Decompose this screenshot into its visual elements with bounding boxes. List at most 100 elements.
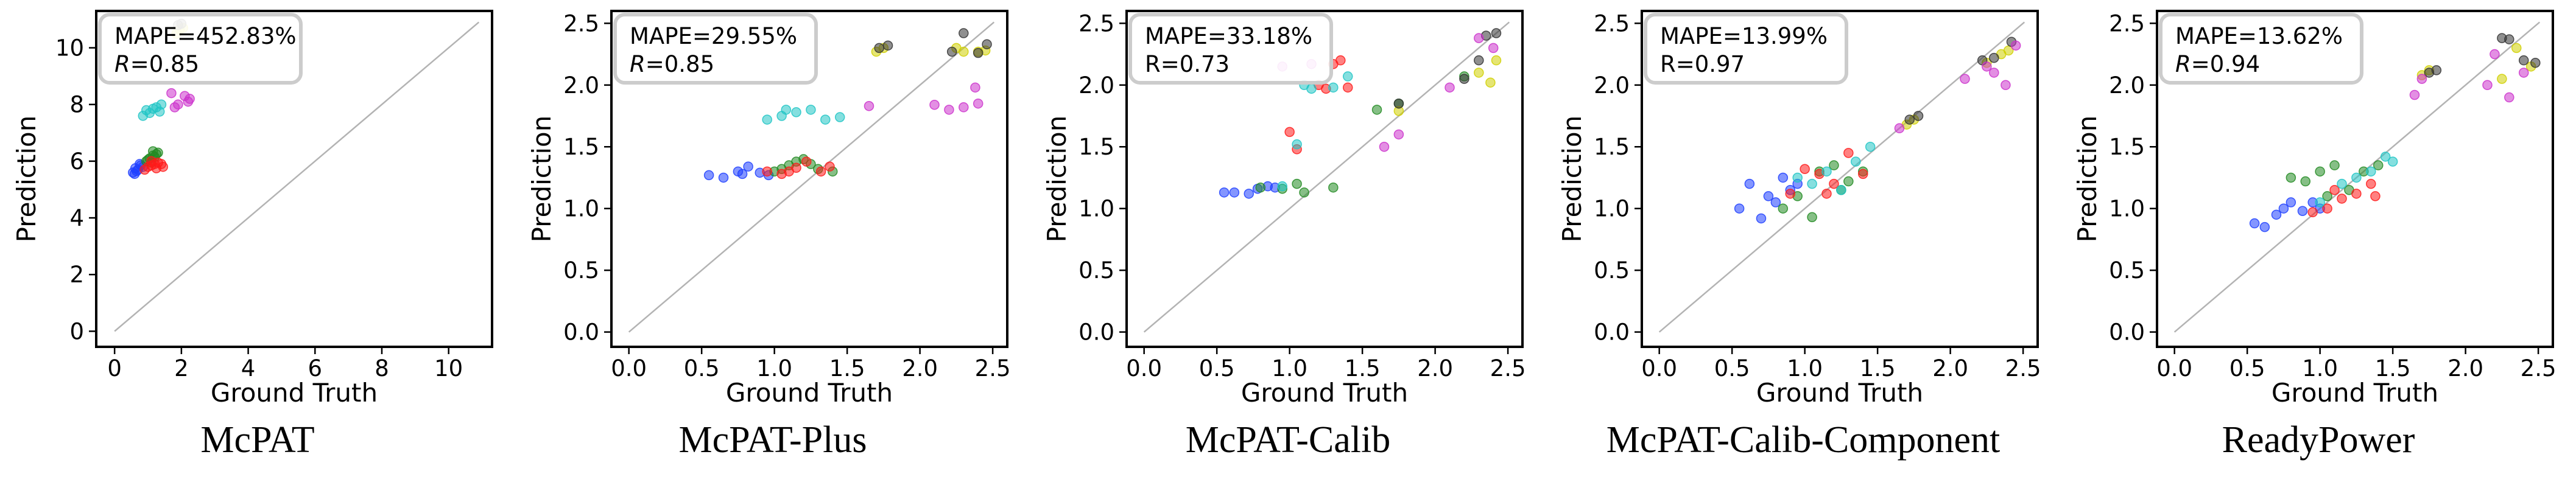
data-point: [2337, 178, 2347, 189]
x-tick-label: 0.0: [1641, 355, 1677, 382]
scatter-plot: 0.0 0.5 1.0 1.5 2.0 2.5 0.0 0.5 1.0 1.5 2.0 2.5 Grou…: [1557, 10, 2041, 408]
data-point: [1474, 55, 1484, 66]
data-point: [185, 94, 195, 104]
data-point: [1292, 139, 1302, 150]
data-point: [1807, 178, 1817, 189]
y-tick-label: 1.0: [1079, 196, 1114, 222]
y-tick-label: 2: [69, 262, 84, 288]
y-axis-label: Prediction: [1042, 116, 1072, 243]
data-point: [929, 99, 940, 110]
x-axis-label: Ground Truth: [726, 378, 893, 408]
x-tick-label: 2.5: [1490, 355, 1526, 382]
data-point: [1219, 187, 1230, 198]
panel-mcpat: 0 2 4 6 8 10 0 2 4 6 8 10 Ground Truth Prediction MAPE…: [0, 0, 515, 488]
data-point: [1393, 98, 1404, 109]
data-point: [1865, 141, 1876, 152]
data-point: [864, 101, 875, 111]
data-point: [1336, 55, 1346, 66]
data-point: [1244, 189, 1254, 199]
data-point: [2497, 74, 2507, 84]
data-point: [2351, 189, 2362, 199]
panel-mcpat-calib: 0.0 0.5 1.0 1.5 2.0 2.5 0.0 0.5 1.0 1.5 2.0 2.5 Grou…: [1030, 0, 1546, 488]
scatter-plot: 0 2 4 6 8 10 0 2 4 6 8 10 Ground Truth Prediction MAPE…: [12, 10, 493, 408]
x-tick-label: 0.5: [2229, 355, 2265, 382]
data-point: [815, 166, 826, 177]
subtitle: ReadyPower: [2222, 419, 2415, 461]
data-point: [1821, 166, 1832, 177]
r-label: R=0.85: [630, 51, 714, 77]
data-point: [703, 170, 714, 181]
data-point: [762, 114, 772, 125]
y-tick-label: 2.5: [1594, 10, 1630, 37]
data-point: [2530, 57, 2541, 68]
reference-line: [628, 21, 995, 333]
data-point: [1800, 164, 1810, 175]
data-point: [820, 114, 831, 125]
y-tick-label: 1.0: [563, 196, 599, 222]
data-point: [2490, 49, 2500, 60]
y-tick-label: 1.0: [1594, 196, 1630, 222]
x-tick-label: 0.5: [684, 355, 720, 382]
y-tick-label: 6: [69, 148, 84, 175]
data-point: [2297, 206, 2308, 217]
data-point: [2366, 166, 2376, 177]
data-point: [1744, 178, 1755, 189]
x-tick-label: 1.0: [1787, 355, 1823, 382]
data-point: [801, 156, 812, 167]
x-tick-label: 1.0: [2302, 355, 2338, 382]
panel-readypower: 0.0 0.5 1.0 1.5 2.0 2.5 0.0 0.5 1.0 1.5 2.0 2.5 Grou…: [2061, 0, 2576, 488]
y-tick-label: 1.0: [2109, 196, 2145, 222]
data-point: [2259, 221, 2270, 232]
y-tick-label: 0.5: [563, 257, 599, 284]
y-tick-label: 1.5: [2109, 134, 2145, 160]
x-tick-label: 2.5: [975, 355, 1011, 382]
x-tick-label: 8: [375, 355, 389, 382]
reference-line: [114, 21, 480, 332]
data-point: [2337, 193, 2347, 204]
data-point: [1807, 212, 1817, 223]
data-point: [169, 102, 180, 113]
mape-label: MAPE=452.83%: [114, 23, 297, 49]
r-label: R=0.73: [1145, 51, 1230, 77]
data-point: [959, 102, 969, 113]
data-point: [781, 105, 792, 115]
data-point: [874, 43, 884, 54]
data-point: [791, 107, 801, 117]
data-point: [2366, 178, 2376, 189]
data-point: [2373, 160, 2384, 170]
data-point: [2431, 65, 2442, 75]
data-point: [2504, 92, 2514, 103]
data-point: [2322, 191, 2332, 201]
data-point: [946, 46, 957, 57]
r-label: R=0.94: [2175, 51, 2260, 77]
x-tick-label: 1.0: [1272, 355, 1307, 382]
data-point: [1843, 148, 1854, 158]
metrics-box: [2159, 13, 2363, 85]
y-tick-label: 0.0: [1079, 319, 1114, 346]
data-point: [2518, 68, 2529, 78]
y-tick-label: 10: [55, 35, 84, 61]
data-point: [1785, 189, 1795, 199]
data-point: [2370, 191, 2381, 201]
subtitle: McPAT-Plus: [678, 419, 867, 461]
data-point: [2010, 40, 2021, 51]
data-point: [1255, 182, 1266, 193]
data-point: [2271, 209, 2282, 220]
y-tick-label: 8: [69, 92, 84, 118]
data-point: [129, 169, 140, 180]
y-tick-label: 1.5: [1594, 134, 1630, 160]
data-point: [882, 40, 893, 51]
data-point: [825, 161, 835, 172]
data-point: [2300, 176, 2310, 187]
data-point: [2329, 160, 2340, 170]
y-tick-label: 0.5: [2109, 257, 2145, 284]
data-point: [2322, 203, 2332, 214]
data-point: [2351, 172, 2362, 183]
mape-label: MAPE=33.18%: [1145, 23, 1312, 49]
data-point: [2315, 166, 2325, 177]
y-tick-label: 2.0: [2109, 72, 2145, 99]
subtitle: McPAT-Calib: [1185, 419, 1391, 461]
x-tick-label: 10: [434, 355, 463, 382]
x-tick-label: 0.5: [1199, 355, 1235, 382]
data-point: [2416, 74, 2427, 84]
